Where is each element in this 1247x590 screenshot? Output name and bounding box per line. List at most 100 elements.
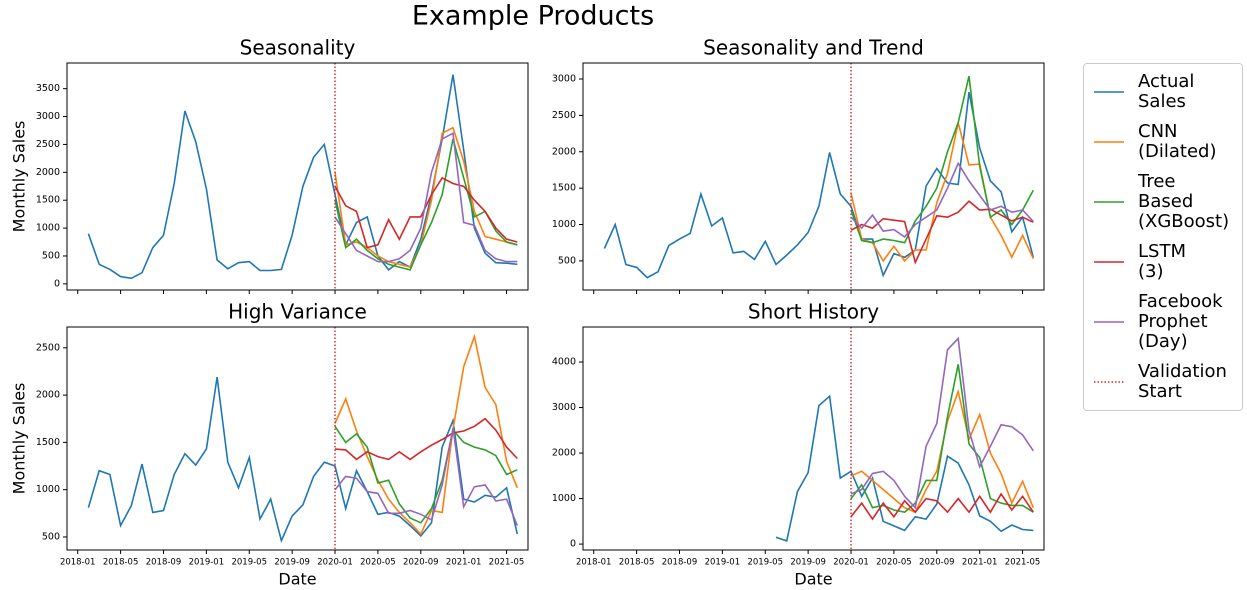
series-line	[334, 333, 519, 536]
series-line	[334, 425, 518, 524]
x-axis-label: Date	[794, 570, 832, 589]
series-line	[87, 376, 519, 544]
legend-swatch	[1094, 321, 1124, 323]
legend-label: CNN (Dilated)	[1138, 122, 1217, 162]
legend-entry: Validation Start	[1084, 362, 1242, 402]
x-tick-label: 2019-09	[274, 558, 310, 568]
y-tick-label: 2000	[552, 448, 576, 459]
legend-swatch	[1094, 381, 1124, 383]
series-line	[850, 200, 1034, 265]
x-tick-label: 2020-01	[833, 558, 869, 568]
y-tick-label: 2000	[36, 167, 60, 178]
legend: Actual Sales CNN (Dilated) Tree Based (XGB…	[1083, 63, 1243, 411]
x-tick-label: 2020-09	[919, 558, 955, 568]
x-tick-label: 2021-01	[962, 558, 998, 568]
series-line	[334, 428, 519, 526]
plot-frame	[582, 62, 1045, 291]
figure-title: Example Products	[412, 1, 654, 32]
y-tick-label: 1000	[36, 484, 60, 495]
y-tick-label: 0	[570, 539, 576, 550]
y-tick-label: 500	[558, 255, 576, 266]
legend-label: Validation Start	[1138, 362, 1227, 402]
legend-swatch	[1094, 261, 1124, 263]
y-tick-label: 3500	[36, 83, 60, 94]
series-line	[850, 75, 1035, 244]
plot-area	[87, 63, 518, 290]
series-line	[334, 176, 518, 249]
legend-entry: Tree Based (XGBoost)	[1084, 172, 1242, 232]
y-tick-label: 1000	[552, 219, 576, 230]
plot-area	[603, 63, 1035, 290]
y-tick-label: 500	[42, 531, 60, 542]
legend-entry: LSTM (3)	[1084, 242, 1242, 282]
y-tick-label: 500	[42, 250, 60, 261]
x-tick-label: 2019-01	[189, 558, 225, 568]
y-tick-label: 3000	[36, 111, 60, 122]
plot-frame	[66, 62, 529, 291]
y-tick-label: 2500	[36, 342, 60, 353]
figure: Example Products Seasonality Monthly Sale…	[10, 1, 1045, 589]
series-line	[850, 336, 1034, 510]
x-tick-label: 2018-01	[60, 558, 96, 568]
y-tick-label: 2000	[36, 390, 60, 401]
x-tick-label: 2019-05	[231, 558, 267, 568]
subplot-title: High Variance	[228, 300, 367, 324]
legend-label: Facebook Prophet (Day)	[1138, 292, 1223, 352]
legend-entry: Actual Sales	[1084, 72, 1242, 112]
y-tick-label: 1000	[552, 493, 576, 504]
legend-swatch	[1094, 201, 1124, 203]
legend-label: Actual Sales	[1138, 72, 1195, 112]
x-tick-label: 2018-01	[576, 558, 612, 568]
y-axis-label: Monthly Sales	[10, 121, 29, 233]
x-tick-label: 2020-09	[403, 558, 439, 568]
series-line	[334, 132, 518, 263]
x-tick-label: 2019-01	[705, 558, 741, 568]
y-tick-label: 1500	[36, 437, 60, 448]
series-line	[850, 492, 1034, 521]
x-tick-label: 2021-05	[489, 558, 525, 568]
series-line	[775, 394, 1034, 542]
x-tick-label: 2021-05	[1005, 558, 1041, 568]
legend-swatch	[1094, 141, 1124, 143]
legend-entry: CNN (Dilated)	[1084, 122, 1242, 162]
legend-entry: Facebook Prophet (Day)	[1084, 292, 1242, 352]
plot-frame	[582, 326, 1045, 551]
y-tick-label: 0	[54, 278, 60, 289]
y-tick-label: 1500	[552, 183, 576, 194]
x-tick-label: 2018-05	[103, 558, 139, 568]
plot-area	[775, 327, 1035, 550]
subplot-title: Seasonality	[240, 36, 356, 60]
x-tick-label: 2020-05	[876, 558, 912, 568]
series-line	[603, 91, 1035, 279]
x-tick-label: 2019-05	[747, 558, 783, 568]
series-line	[334, 126, 518, 269]
x-tick-label: 2020-01	[317, 558, 353, 568]
plot-area	[87, 327, 519, 550]
x-tick-label: 2018-05	[619, 558, 655, 568]
x-tick-label: 2018-09	[662, 558, 698, 568]
y-tick-label: 2000	[552, 146, 576, 157]
y-tick-label: 3000	[552, 402, 576, 413]
series-line	[87, 74, 518, 280]
series-line	[850, 122, 1035, 263]
x-tick-label: 2021-01	[446, 558, 482, 568]
legend-label: Tree Based (XGBoost)	[1138, 172, 1230, 232]
y-tick-label: 2500	[552, 110, 576, 121]
legend-swatch	[1094, 91, 1124, 93]
legend-label: LSTM (3)	[1138, 242, 1186, 282]
series-line	[334, 417, 518, 461]
subplot-title: Short History	[748, 300, 879, 324]
x-tick-label: 2020-05	[360, 558, 396, 568]
y-tick-label: 4000	[552, 357, 576, 368]
x-axis-label: Date	[278, 570, 316, 589]
y-tick-label: 1000	[36, 223, 60, 234]
y-tick-label: 1500	[36, 195, 60, 206]
x-tick-label: 2019-09	[790, 558, 826, 568]
x-tick-label: 2018-09	[146, 558, 182, 568]
y-tick-label: 2500	[36, 139, 60, 150]
plot-frame	[66, 326, 529, 551]
series-line	[850, 161, 1034, 238]
y-axis-label: Monthly Sales	[10, 383, 29, 495]
subplot-title: Seasonality and Trend	[703, 36, 924, 60]
